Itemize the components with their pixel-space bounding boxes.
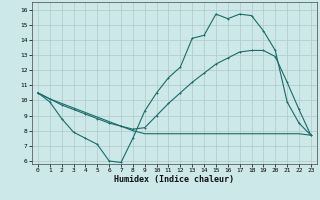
X-axis label: Humidex (Indice chaleur): Humidex (Indice chaleur) [115, 175, 234, 184]
